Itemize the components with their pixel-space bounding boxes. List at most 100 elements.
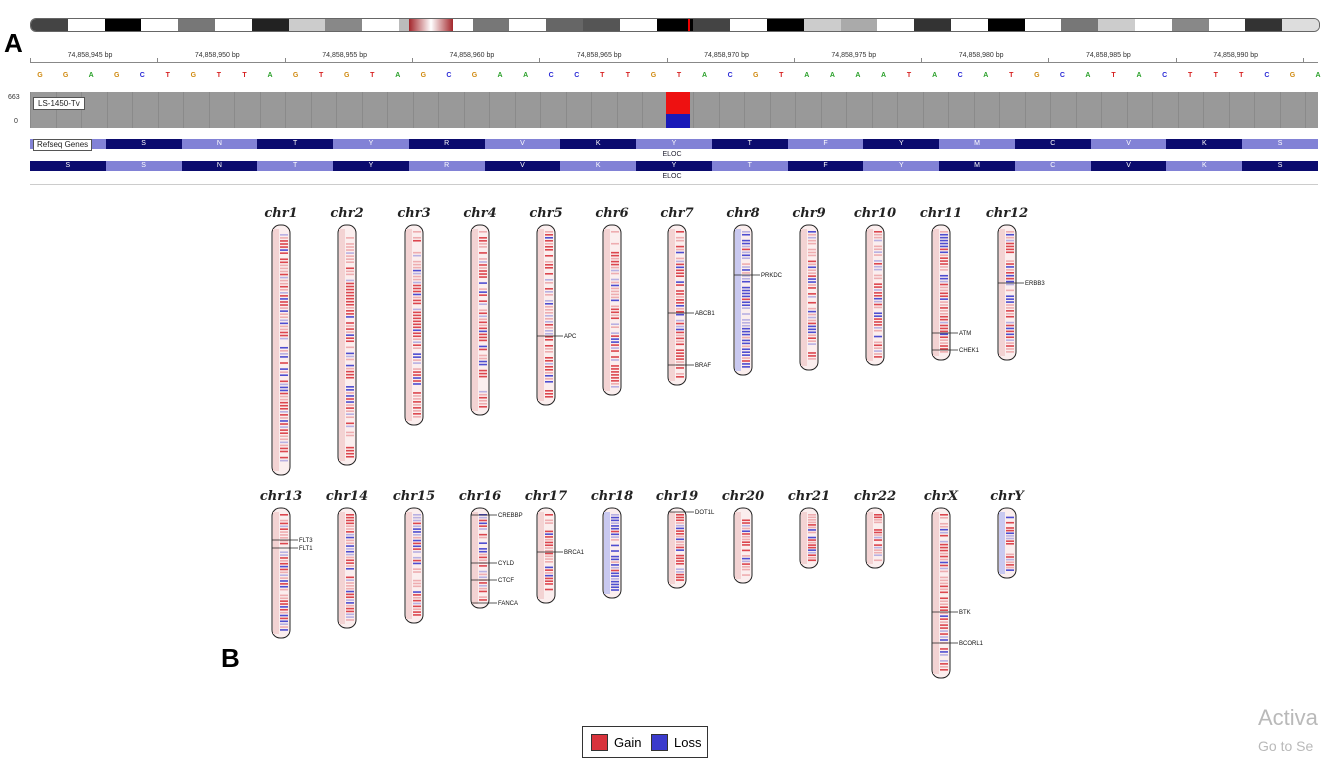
gain-segment bbox=[676, 516, 684, 519]
loss-segment bbox=[808, 266, 816, 269]
gain-segment bbox=[940, 514, 948, 516]
ideogram-band bbox=[1245, 19, 1284, 31]
gain-segment bbox=[413, 392, 421, 394]
amino-acid-cell: F bbox=[787, 161, 864, 171]
ruler-tick-label: 74,858,955 bp bbox=[322, 52, 367, 59]
copy-number-shading bbox=[669, 229, 675, 381]
gain-segment bbox=[413, 608, 421, 611]
loss-segment bbox=[611, 299, 619, 302]
loss-segment bbox=[742, 254, 750, 257]
reference-base: G bbox=[420, 72, 427, 79]
gain-segment bbox=[1006, 310, 1014, 312]
current-locus-marker bbox=[688, 19, 690, 31]
loss-segment bbox=[742, 327, 750, 330]
amino-acid-cell: S bbox=[105, 161, 182, 171]
gain-segment bbox=[479, 357, 487, 360]
reference-base: T bbox=[1213, 72, 1218, 79]
loss-segment bbox=[676, 319, 684, 322]
legend-loss-label: Loss bbox=[674, 735, 702, 750]
loss-segment bbox=[611, 575, 619, 577]
loss-segment bbox=[280, 298, 288, 300]
loss-segment bbox=[808, 278, 816, 280]
karyogram: chr1 chr2 chr3 chr4 chr5 APC chr6 chr7 ABCB1 BRAF… bbox=[260, 206, 1045, 679]
gain-segment bbox=[280, 307, 288, 309]
loss-segment bbox=[611, 516, 619, 519]
gain-segment bbox=[280, 261, 288, 264]
gain-segment bbox=[611, 296, 619, 299]
amino-acid-cell: V bbox=[484, 161, 561, 171]
loss-segment bbox=[611, 555, 619, 558]
loss-segment bbox=[742, 342, 750, 345]
gain-segment bbox=[280, 562, 288, 565]
loss-segment bbox=[676, 260, 684, 263]
loss-segment bbox=[874, 312, 882, 315]
chromosome-ideogram bbox=[30, 18, 1320, 32]
loss-segment bbox=[1006, 283, 1014, 286]
loss-segment bbox=[742, 354, 750, 356]
gain-segment bbox=[346, 261, 354, 263]
loss-segment bbox=[346, 279, 354, 282]
gain-segment bbox=[1006, 289, 1014, 292]
gain-segment bbox=[479, 321, 487, 324]
loss-segment bbox=[413, 551, 421, 553]
gain-segment bbox=[346, 559, 354, 562]
amino-acid-label: Y bbox=[368, 140, 374, 147]
loss-segment bbox=[742, 275, 750, 277]
amino-acid-cell: C bbox=[1014, 139, 1092, 149]
gain-segment bbox=[940, 257, 948, 259]
gain-segment bbox=[1006, 561, 1014, 564]
loss-segment bbox=[479, 360, 487, 363]
legend: Gain Loss bbox=[582, 726, 708, 758]
amino-acid-label: T bbox=[293, 140, 298, 147]
copy-number-shading bbox=[273, 512, 279, 634]
coverage-gridline bbox=[1254, 92, 1255, 128]
gain-segment bbox=[874, 329, 882, 332]
gain-segment bbox=[413, 231, 421, 233]
coverage-gridline bbox=[897, 92, 898, 128]
gain-segment bbox=[413, 326, 421, 329]
ideogram-band bbox=[693, 19, 732, 31]
gain-segment bbox=[346, 593, 354, 596]
coverage-gridline bbox=[1152, 92, 1153, 128]
gain-segment bbox=[676, 361, 684, 363]
coverage-gridline bbox=[1228, 92, 1230, 128]
gain-segment bbox=[479, 396, 487, 399]
gain-segment bbox=[346, 449, 354, 452]
gain-segment bbox=[280, 522, 288, 525]
reference-base: A bbox=[497, 72, 503, 79]
gain-segment bbox=[280, 398, 288, 401]
loss-segment bbox=[1006, 295, 1014, 298]
loss-segment bbox=[874, 546, 882, 549]
loss-segment bbox=[742, 295, 750, 298]
gain-segment bbox=[676, 245, 684, 248]
loss-segment bbox=[940, 639, 948, 641]
reference-base: C bbox=[139, 72, 145, 79]
loss-segment bbox=[1006, 558, 1014, 561]
loss-segment bbox=[874, 536, 882, 539]
loss-segment bbox=[874, 251, 882, 253]
gain-segment bbox=[346, 307, 354, 309]
coverage-gridline bbox=[795, 92, 796, 128]
loss-segment bbox=[940, 274, 948, 277]
loss-segment bbox=[742, 319, 750, 321]
gain-segment bbox=[808, 556, 816, 559]
loss-segment bbox=[742, 280, 750, 283]
amino-acid-label: V bbox=[520, 140, 525, 147]
loss-segment bbox=[874, 289, 882, 291]
amino-acid-label: V bbox=[1126, 140, 1131, 147]
gain-segment bbox=[346, 514, 354, 516]
ideogram-band bbox=[951, 19, 989, 31]
loss-segment bbox=[479, 303, 487, 306]
gain-segment bbox=[346, 325, 354, 327]
gain-segment bbox=[611, 251, 619, 254]
gain-segment bbox=[280, 267, 288, 270]
copy-number-shading bbox=[735, 229, 741, 371]
gain-segment bbox=[940, 552, 948, 555]
coverage-gridline bbox=[106, 92, 108, 128]
gene-label: BRCA1 bbox=[564, 550, 585, 556]
gain-segment bbox=[676, 299, 684, 301]
gain-segment bbox=[874, 321, 882, 323]
copy-number-shading bbox=[735, 512, 741, 579]
amino-acid-cell: M bbox=[939, 139, 1016, 149]
coverage-gridline bbox=[55, 92, 57, 128]
